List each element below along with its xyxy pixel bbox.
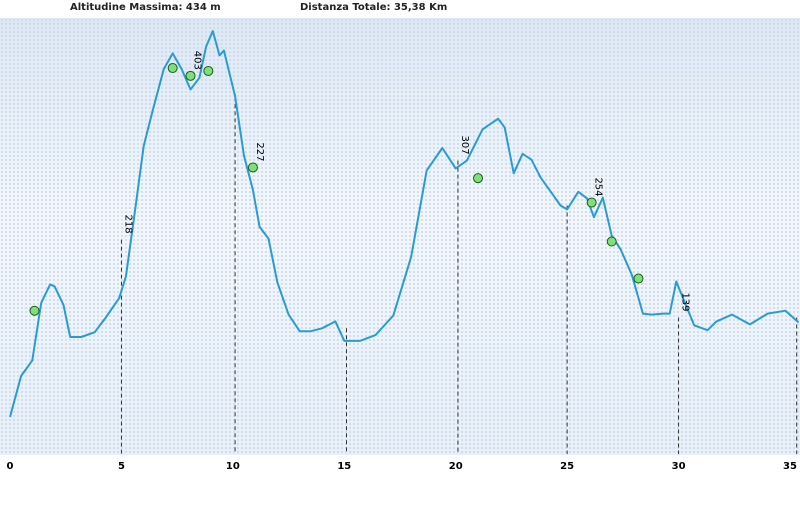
x-tick-label-20: 20 bbox=[449, 461, 463, 472]
waypoint-label-6: 227 bbox=[254, 142, 265, 161]
waypoint-marker-9[interactable] bbox=[473, 173, 483, 184]
waypoint-marker-4[interactable] bbox=[203, 65, 214, 76]
waypoint-label-11: 254 bbox=[593, 177, 604, 196]
waypoint-marker-3[interactable] bbox=[185, 70, 196, 81]
x-axis: 0 5 10 15 20 25 30 35 bbox=[7, 461, 797, 472]
waypoint-label-8: 307 bbox=[459, 136, 470, 155]
waypoint-marker-12[interactable] bbox=[606, 236, 617, 247]
waypoint-label-14: 139 bbox=[680, 292, 691, 311]
x-tick-label-30: 30 bbox=[672, 461, 686, 472]
chart-header: Altitudine Massima: 434 m Distanza Total… bbox=[0, 0, 800, 18]
waypoint-labels: 218 403 227 307 254 139 bbox=[122, 51, 690, 312]
waypoint-markers bbox=[29, 63, 644, 316]
waypoint-marker-0[interactable] bbox=[29, 305, 40, 316]
max-altitude-label: Altitudine Massima: 434 m bbox=[70, 2, 221, 13]
waypoint-marker-13[interactable] bbox=[633, 273, 644, 284]
x-tick-label-35: 35 bbox=[783, 461, 797, 472]
waypoint-label-1: 218 bbox=[122, 214, 133, 233]
elevation-series bbox=[9, 30, 800, 418]
waypoint-label-3: 403 bbox=[192, 51, 203, 70]
waypoint-marker-6[interactable] bbox=[247, 162, 258, 173]
waypoint-dash-lines bbox=[120, 97, 798, 454]
x-tick-label-10: 10 bbox=[226, 461, 240, 472]
waypoint-marker-2[interactable] bbox=[167, 63, 178, 74]
x-tick-label-0: 0 bbox=[7, 461, 14, 472]
x-tick-label-15: 15 bbox=[337, 461, 351, 472]
x-tick-label-5: 5 bbox=[118, 461, 125, 472]
waypoint-marker-11[interactable] bbox=[586, 197, 597, 208]
plot-background bbox=[0, 18, 800, 455]
x-tick-label-25: 25 bbox=[560, 461, 574, 472]
total-distance-label: Distanza Totale: 35,38 Km bbox=[300, 2, 448, 13]
elevation-line bbox=[9, 30, 800, 418]
